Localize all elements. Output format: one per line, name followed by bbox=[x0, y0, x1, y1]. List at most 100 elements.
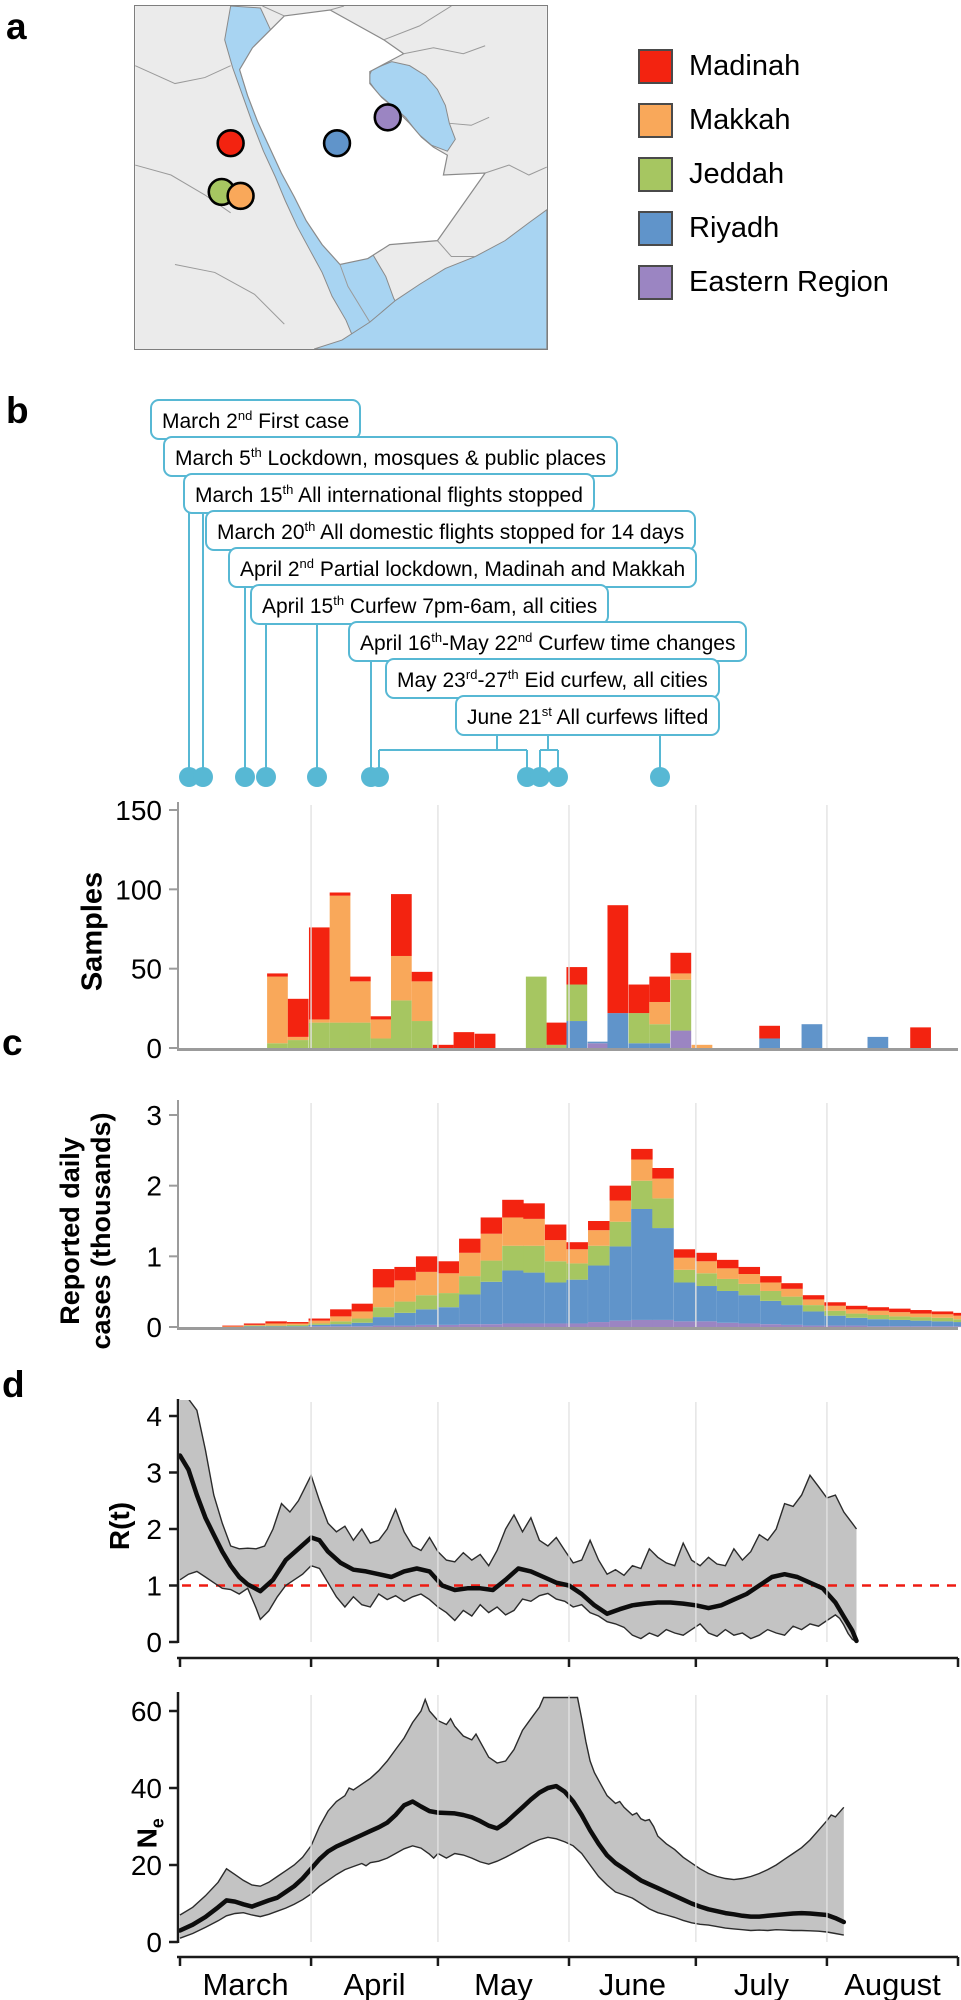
event-date-dot bbox=[179, 767, 199, 787]
y-tick-label: 1 bbox=[146, 1571, 162, 1602]
event-text: nd bbox=[299, 556, 314, 571]
panel-label-c: c bbox=[2, 1022, 23, 1063]
bar-segment-makkah bbox=[394, 1280, 416, 1302]
bar-segment-madinah bbox=[759, 1025, 780, 1039]
bar-segment-riyadh bbox=[628, 1043, 650, 1048]
bar-segment-makkah bbox=[502, 1217, 524, 1246]
timeline-event-box: April 2nd Partial lockdown, Madinah and … bbox=[228, 547, 698, 588]
bar-segment-madinah bbox=[267, 973, 288, 977]
event-date-dot bbox=[530, 767, 550, 787]
bar-segment-makkah bbox=[802, 1299, 825, 1306]
event-date-dot bbox=[193, 767, 213, 787]
band-lower-edge bbox=[179, 1564, 857, 1643]
month-label: July bbox=[734, 1967, 790, 2000]
bar-segment-makkah bbox=[760, 1282, 782, 1291]
y-tick-label: 3 bbox=[146, 1100, 162, 1131]
event-date-dot bbox=[650, 767, 670, 787]
map-svg bbox=[135, 6, 547, 349]
bars-group bbox=[267, 892, 931, 1048]
bar-segment-madinah bbox=[459, 1238, 481, 1253]
legend-label: Madinah bbox=[689, 50, 801, 82]
event-text: nd bbox=[237, 408, 253, 423]
bar-segment-riyadh bbox=[867, 1036, 889, 1048]
bar-segment-jeddah bbox=[308, 1323, 331, 1325]
bar-segment-eastern-region bbox=[695, 1321, 717, 1327]
bar-segment-eastern-region bbox=[867, 1326, 889, 1328]
bar-segment-eastern-region bbox=[781, 1324, 803, 1327]
bar-segment-makkah bbox=[267, 976, 288, 1044]
bar-segment-riyadh bbox=[649, 1043, 671, 1048]
event-date-dot bbox=[307, 767, 327, 787]
bar-segment-riyadh bbox=[394, 1312, 416, 1326]
bar-segment-makkah bbox=[953, 1315, 961, 1320]
event-text: nd bbox=[517, 630, 533, 645]
bar-segment-makkah bbox=[523, 1218, 545, 1246]
map-saudi-polygon bbox=[238, 9, 487, 266]
bar-segment-makkah bbox=[222, 1326, 244, 1328]
event-text: First case bbox=[252, 410, 350, 433]
bar-segment-jeddah bbox=[330, 1321, 352, 1325]
gridlines bbox=[310, 1695, 828, 1942]
event-text: th bbox=[333, 593, 345, 608]
bar-segment-madinah bbox=[349, 976, 371, 982]
bar-segment-madinah bbox=[649, 976, 671, 1002]
legend-label: Makkah bbox=[689, 104, 791, 136]
event-text: May 23 bbox=[397, 669, 466, 692]
bar-segment-madinah bbox=[670, 952, 692, 974]
panel-label-a: a bbox=[6, 6, 27, 47]
bar-segment-riyadh bbox=[330, 1324, 352, 1327]
bar-segment-eastern-region bbox=[566, 1323, 588, 1327]
bar-segment-riyadh bbox=[738, 1295, 761, 1324]
bar-segment-jeddah bbox=[390, 1000, 412, 1048]
bar-segment-makkah bbox=[544, 1240, 567, 1262]
bar-segment-riyadh bbox=[437, 1307, 459, 1325]
bar-segment-jeddah bbox=[523, 1245, 545, 1273]
bar-segment-riyadh bbox=[631, 1208, 653, 1320]
bar-segment-jeddah bbox=[631, 1180, 653, 1209]
bar-segment-makkah bbox=[588, 1230, 610, 1246]
bar-segment-madinah bbox=[437, 1261, 459, 1274]
bar-segment-madinah bbox=[411, 971, 433, 982]
event-text: Curfew 7pm-6am, all cities bbox=[344, 595, 598, 618]
month-label: May bbox=[474, 1967, 533, 2000]
bar-segment-madinah bbox=[867, 1307, 889, 1311]
bar-segment-jeddah bbox=[243, 1325, 266, 1327]
bar-segment-riyadh bbox=[716, 1290, 739, 1323]
bar-segment-madinah bbox=[673, 1249, 696, 1258]
bar-segment-makkah bbox=[390, 955, 412, 1001]
timeline-event-box: April 15th Curfew 7pm-6am, all cities bbox=[250, 584, 610, 625]
legend-swatch-icon bbox=[638, 103, 673, 138]
event-date-dot bbox=[369, 767, 389, 787]
bar-segment-makkah bbox=[716, 1268, 739, 1279]
event-text: June 21 bbox=[467, 706, 542, 729]
bar-segment-jeddah bbox=[670, 979, 692, 1031]
panel-label-b: b bbox=[6, 390, 29, 431]
bar-segment-jeddah bbox=[267, 1043, 288, 1048]
bar-segment-makkah bbox=[329, 895, 351, 1023]
timeline-event-box: March 20th All domestic flights stopped … bbox=[205, 510, 697, 551]
bar-segment-riyadh bbox=[695, 1286, 717, 1322]
y-tick-label: 20 bbox=[131, 1850, 162, 1881]
y-tick-label: 2 bbox=[146, 1171, 162, 1202]
bar-segment-makkah bbox=[287, 1036, 309, 1041]
legend-swatch-icon bbox=[638, 265, 673, 300]
y-tick-label: 4 bbox=[146, 1401, 162, 1432]
bar-segment-jeddah bbox=[738, 1283, 761, 1296]
bar-segment-eastern-region bbox=[953, 1326, 961, 1328]
legend-label: Riyadh bbox=[689, 212, 780, 244]
timeline-event-box: May 23rd-27th Eid curfew, all cities bbox=[385, 658, 720, 699]
bar-segment-eastern-region bbox=[330, 1326, 352, 1328]
bar-segment-eastern-region bbox=[372, 1325, 395, 1327]
bar-segment-riyadh bbox=[867, 1319, 889, 1327]
bar-segment-makkah bbox=[910, 1313, 932, 1318]
y-tick-label: 60 bbox=[131, 1696, 162, 1727]
legend-item: Madinah bbox=[638, 48, 889, 85]
bar-segment-jeddah bbox=[867, 1314, 889, 1320]
bar-segment-eastern-region bbox=[609, 1320, 632, 1327]
reported-cases-chart: 0 1 2 3 bbox=[146, 1100, 961, 1343]
bar-segment-makkah bbox=[351, 1311, 374, 1319]
legend-item: Eastern Region bbox=[638, 264, 889, 301]
bar-segment-makkah bbox=[349, 981, 371, 1023]
bar-segment-makkah bbox=[867, 1310, 889, 1315]
